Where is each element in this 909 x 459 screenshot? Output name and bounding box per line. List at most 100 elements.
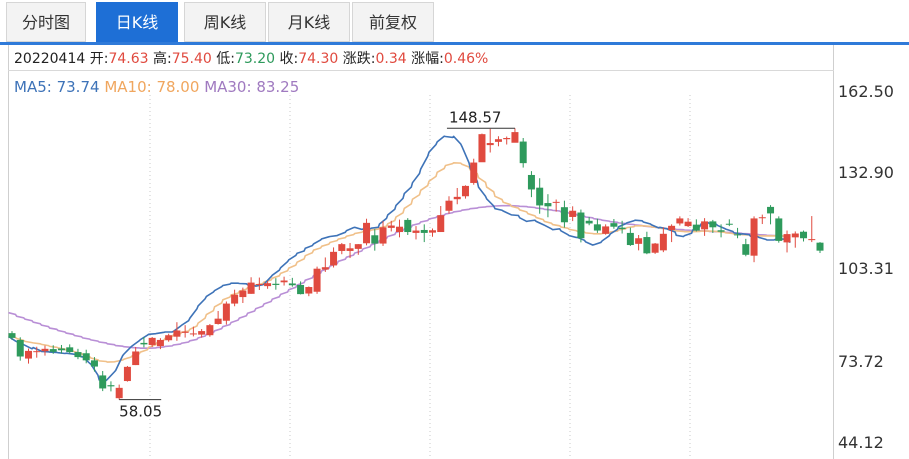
candle-body <box>577 212 585 239</box>
candle-body <box>206 325 214 336</box>
candle-body <box>461 185 469 197</box>
candle-body <box>692 224 700 231</box>
candle-body <box>816 242 824 251</box>
candle-body <box>66 347 74 353</box>
candle-body <box>635 238 643 244</box>
candle-body <box>181 331 189 333</box>
ma10-line <box>8 161 791 363</box>
candle-body <box>264 283 272 287</box>
candle-body <box>758 217 766 219</box>
info-low-label: 低: <box>216 51 235 67</box>
candle-body <box>396 226 404 233</box>
candle-body <box>585 220 593 224</box>
candle-body <box>297 284 305 295</box>
candle-body <box>74 352 82 358</box>
info-close: 74.30 <box>298 51 339 67</box>
ma5-line <box>8 135 791 382</box>
info-low: 73.20 <box>234 51 276 67</box>
candle-body <box>255 284 263 286</box>
candle-body <box>709 221 717 228</box>
candle-body <box>321 267 329 270</box>
candle-body <box>593 224 601 231</box>
info-open-label: 开: <box>89 51 109 67</box>
y-tick-label: 73.72 <box>838 352 884 371</box>
candle-body <box>717 230 725 232</box>
candle-body <box>173 330 181 337</box>
period-tabs: 分时图 日K线 周K线 月K线 前复权 <box>0 0 909 45</box>
info-close-label: 收: <box>279 51 299 67</box>
candle-body <box>82 353 90 361</box>
high-marker-label: 148.57 <box>449 108 502 126</box>
candle-body <box>156 339 164 347</box>
candle-body <box>511 132 519 143</box>
candle-body <box>560 207 568 223</box>
tab-underline <box>0 42 909 45</box>
candle-body <box>494 139 502 142</box>
candle-body <box>610 223 618 227</box>
candle-body <box>16 339 24 357</box>
candle-body <box>99 375 107 389</box>
tab-daily-k[interactable]: 日K线 <box>96 2 178 42</box>
candle-body <box>791 233 799 238</box>
tab-forward-adjust[interactable]: 前复权 <box>352 2 434 42</box>
ma5-legend-label: MA5: <box>14 78 52 96</box>
candle-body <box>618 227 626 230</box>
candle-body <box>247 282 255 294</box>
low-marker-label: 58.05 <box>119 403 162 421</box>
candle-body <box>486 143 494 146</box>
candle-body <box>725 223 733 225</box>
candle-body <box>354 244 362 249</box>
candle-body <box>569 210 577 217</box>
candle-body <box>437 215 445 233</box>
candle-body <box>445 200 453 211</box>
candle-body <box>552 201 560 203</box>
candle-body <box>775 218 783 241</box>
candle-body <box>371 235 379 244</box>
candle-body <box>231 294 239 304</box>
info-high: 75.40 <box>171 51 212 67</box>
ma10-legend-value: 78.00 <box>156 78 200 96</box>
candle-body <box>379 227 387 244</box>
candle-body <box>57 348 65 351</box>
candle-body <box>33 351 41 353</box>
info-date: 20220414 <box>14 51 86 67</box>
candle-body <box>643 237 651 254</box>
candle-body <box>800 231 808 239</box>
tab-monthly-k[interactable]: 月K线 <box>268 2 350 42</box>
candle-body <box>148 337 156 345</box>
candle-body <box>387 225 395 228</box>
candle-body <box>189 333 197 335</box>
candle-body <box>701 221 709 230</box>
info-pct: 0.46% <box>443 51 489 67</box>
candle-body <box>41 348 49 352</box>
candle-body <box>140 342 148 345</box>
ma30-legend-value: 83.25 <box>256 78 300 96</box>
y-tick-label: 162.50 <box>838 82 894 101</box>
candle-body <box>123 366 131 382</box>
candle-body <box>659 233 667 251</box>
candle-body <box>8 333 16 338</box>
candle-body <box>420 229 428 233</box>
candle-body <box>428 230 436 233</box>
info-change-label: 涨跌: <box>342 51 376 67</box>
candle-body <box>305 287 313 294</box>
tab-weekly-k[interactable]: 周K线 <box>184 2 266 42</box>
tab-intraday[interactable]: 分时图 <box>6 2 86 42</box>
info-pct-label: 涨幅: <box>411 51 444 67</box>
candle-body <box>626 232 634 246</box>
candle-body <box>734 234 742 236</box>
info-high-label: 高: <box>152 51 172 67</box>
candle-body <box>198 331 206 335</box>
candle-body <box>90 360 98 367</box>
candle-body <box>107 385 115 387</box>
candle-body <box>742 244 750 255</box>
candle-body <box>750 218 758 256</box>
candle-body <box>49 349 57 352</box>
candle-body <box>330 251 338 266</box>
candle-body <box>313 268 321 292</box>
candle-body <box>404 219 412 233</box>
candle-body <box>132 351 140 366</box>
candle-body <box>470 162 478 183</box>
chart-frame <box>8 45 834 459</box>
